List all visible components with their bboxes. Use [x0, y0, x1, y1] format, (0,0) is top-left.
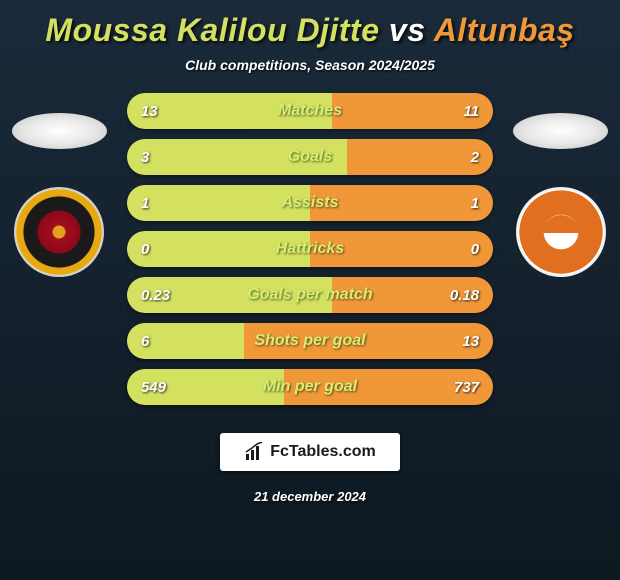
stat-label: Hattricks	[127, 240, 493, 258]
player2-club-logo	[516, 187, 606, 277]
stat-label: Matches	[127, 102, 493, 120]
player1-name: Moussa Kalilou Djitte	[45, 12, 379, 48]
left-side-column	[10, 93, 109, 277]
player2-photo	[513, 113, 608, 149]
player1-photo	[12, 113, 107, 149]
comparison-title: Moussa Kalilou Djitte vs Altunbaş	[0, 0, 620, 57]
stat-bar: 613Shots per goal	[127, 323, 493, 359]
right-side-column	[511, 93, 610, 277]
stat-label: Shots per goal	[127, 332, 493, 350]
player1-club-logo	[14, 187, 104, 277]
stat-label: Goals	[127, 148, 493, 166]
stat-bar: 1311Matches	[127, 93, 493, 129]
footer-site-logo[interactable]: FcTables.com	[220, 433, 400, 471]
stat-bar: 549737Min per goal	[127, 369, 493, 405]
stats-column: 1311Matches 32Goals 11Assists 00Hattricks 0.…	[127, 93, 493, 405]
stat-bar: 0.230.18Goals per match	[127, 277, 493, 313]
stat-label: Assists	[127, 194, 493, 212]
stat-label: Goals per match	[127, 286, 493, 304]
footer-site-text: FcTables.com	[270, 443, 376, 461]
player2-name: Altunbaş	[434, 12, 575, 48]
stat-bar: 32Goals	[127, 139, 493, 175]
vs-text: vs	[389, 12, 426, 48]
date-text: 21 december 2024	[0, 489, 620, 504]
subtitle: Club competitions, Season 2024/2025	[0, 57, 620, 73]
comparison-content: 1311Matches 32Goals 11Assists 00Hattricks 0.…	[0, 93, 620, 405]
stat-label: Min per goal	[127, 378, 493, 396]
chart-icon	[244, 442, 264, 462]
stat-bar: 11Assists	[127, 185, 493, 221]
stat-bar: 00Hattricks	[127, 231, 493, 267]
